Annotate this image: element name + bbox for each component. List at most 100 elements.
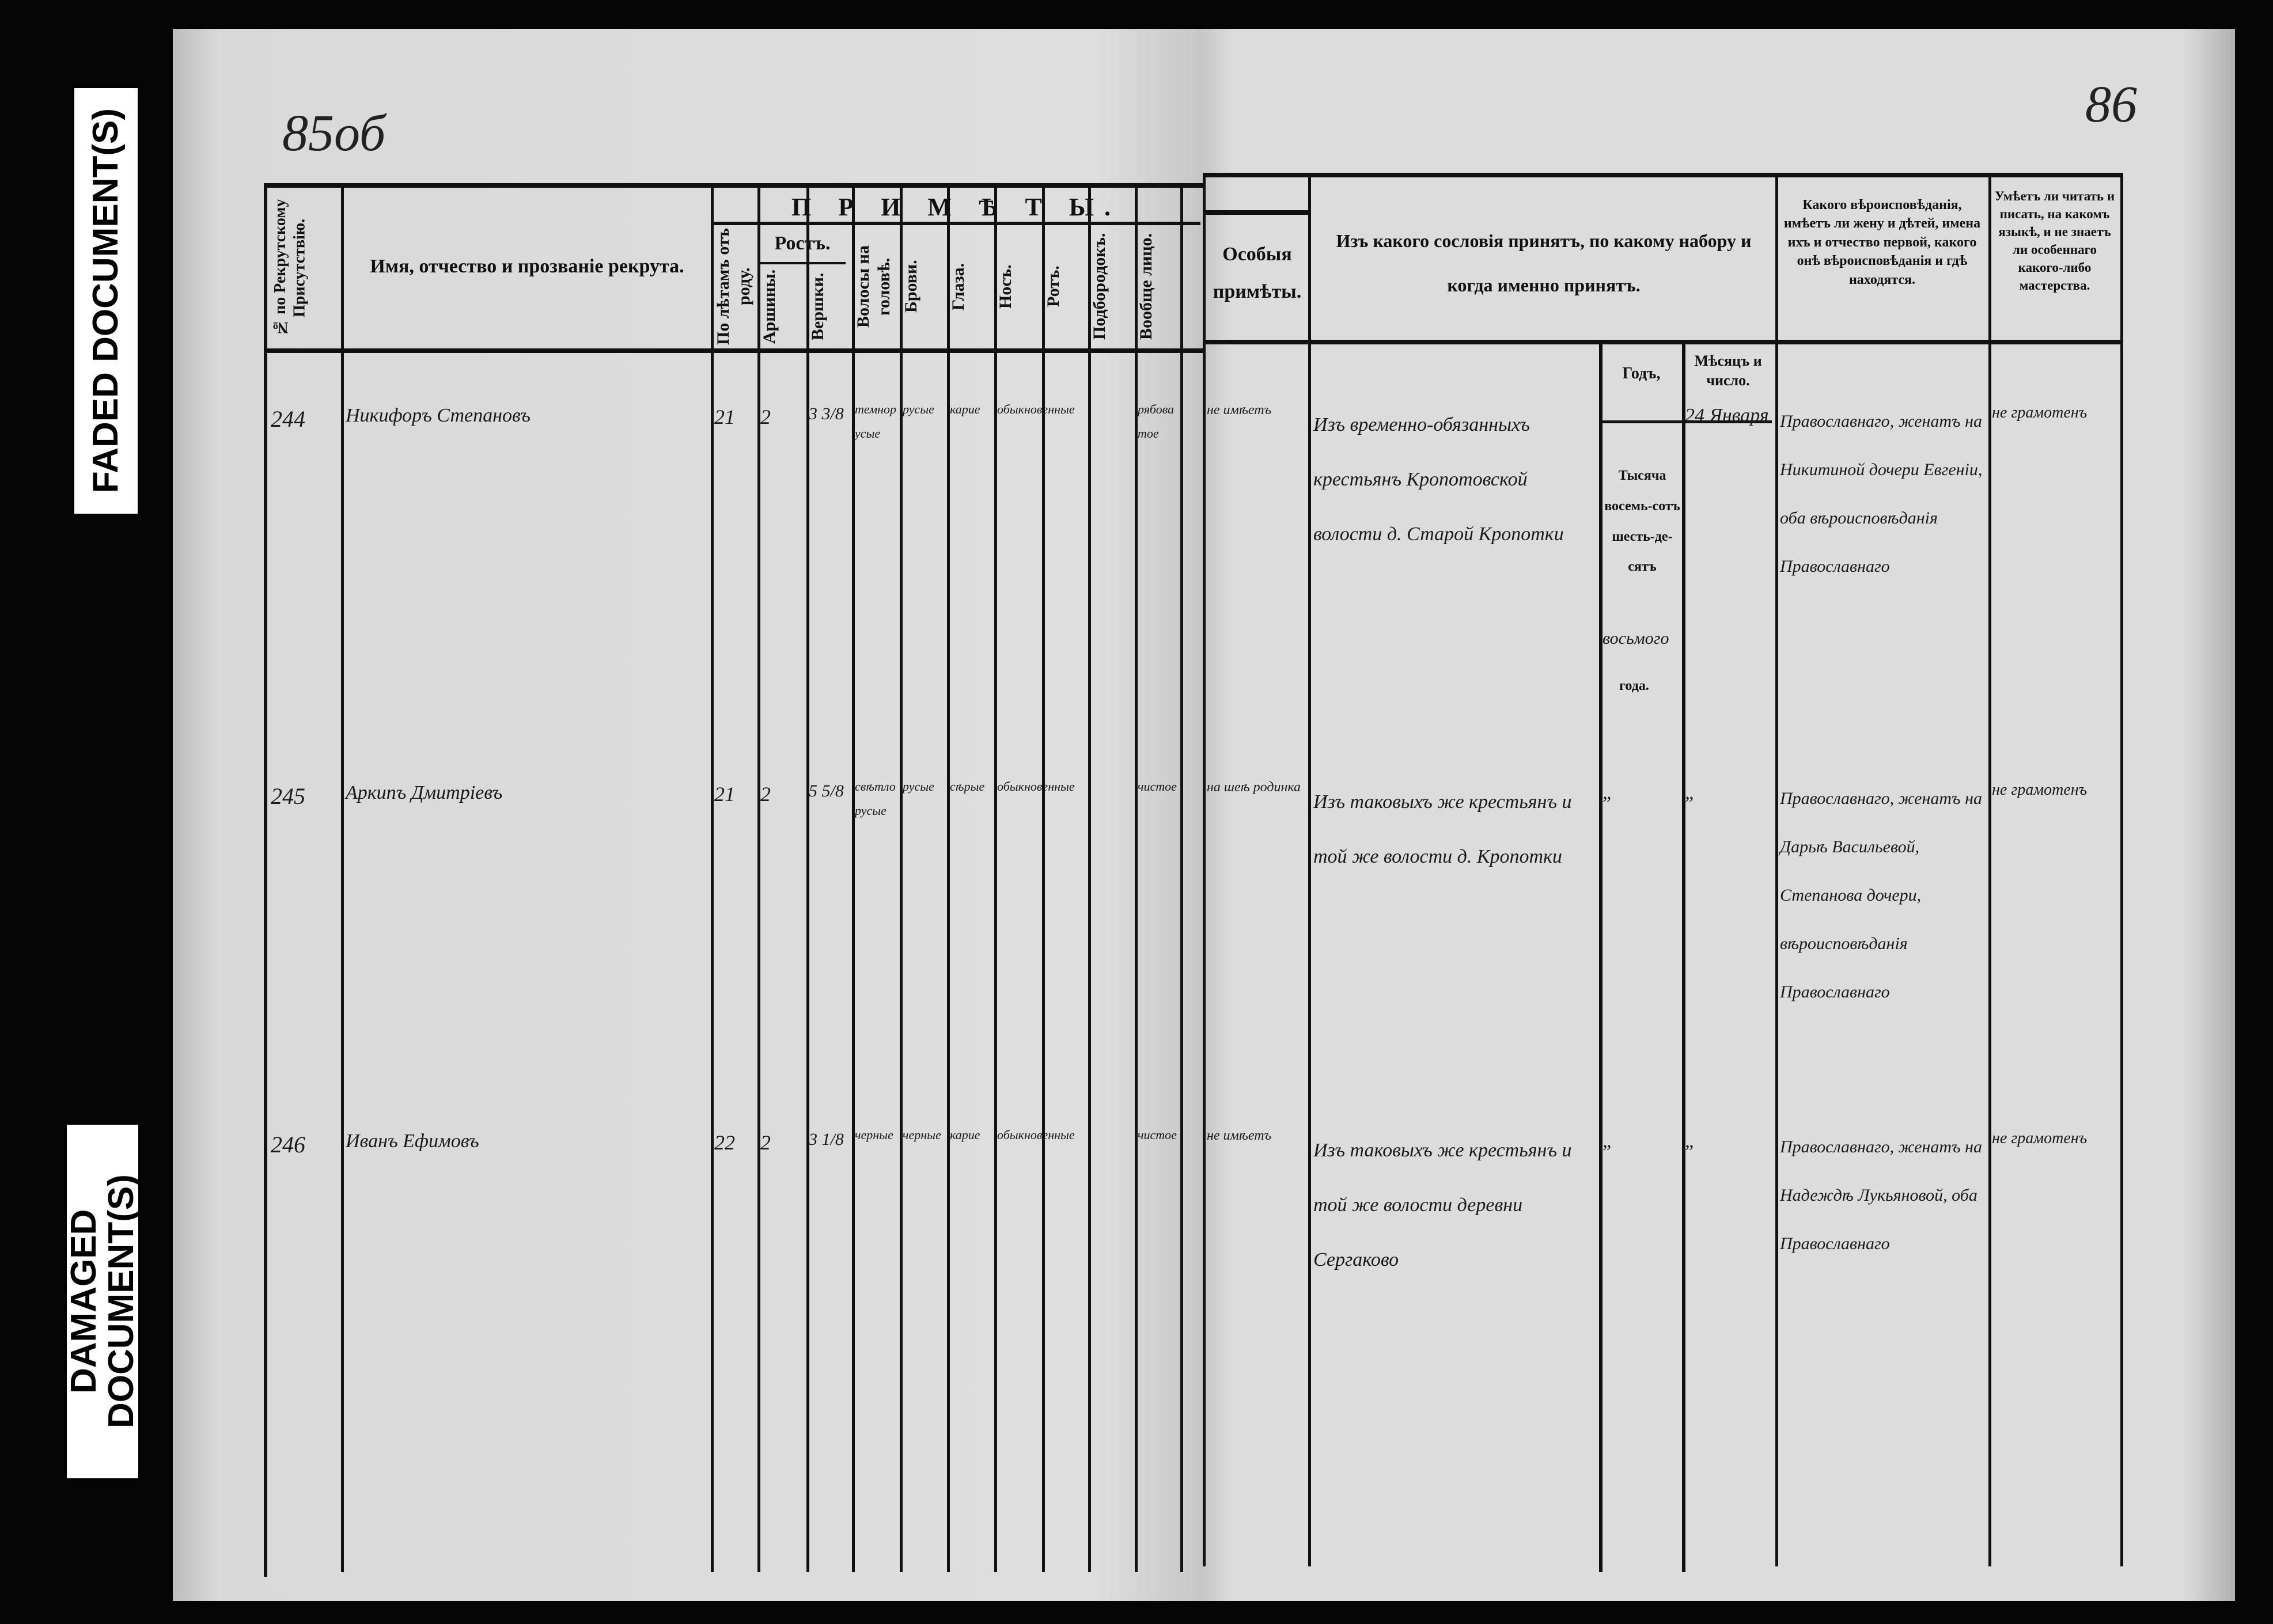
right-page	[1198, 29, 2235, 1601]
cell-nose-mouth: обыкновенные	[997, 779, 1075, 794]
cell-hair: черные	[855, 1128, 893, 1142]
cell-brows: русые	[903, 779, 934, 794]
cell-versh: 5 5/8	[809, 781, 844, 800]
cell-month: 24 Января	[1685, 405, 1769, 426]
cell-literacy: не грамотенъ	[1992, 404, 2088, 422]
header-origin: Изъ какого сословія принятъ, по какому н…	[1336, 230, 1752, 295]
cell-year: „	[1603, 782, 1613, 803]
cell-age: 22	[714, 1131, 735, 1154]
folio-left: 85об	[282, 105, 386, 162]
table-rule	[1775, 173, 1778, 1566]
header-hair: Волосы на головѣ.	[854, 245, 893, 328]
table-rule	[264, 348, 1203, 353]
cell-brows: русые	[903, 402, 934, 416]
table-rule	[264, 183, 267, 1577]
cell-no: 245	[271, 783, 305, 809]
cell-arsh: 2	[760, 1131, 771, 1154]
table-rule	[341, 184, 344, 1572]
cell-face: чистое	[1138, 1128, 1177, 1142]
table-rule	[1135, 184, 1138, 1572]
table-rule	[1988, 173, 1991, 1566]
cell-arsh: 2	[760, 405, 771, 428]
header-literacy: Умѣетъ ли читать и писать, на какомъ язы…	[1994, 189, 2115, 293]
table-rule	[2120, 173, 2123, 1566]
cell-no: 244	[271, 406, 305, 432]
cell-religion: Православнаго, женатъ на Никитиной дочер…	[1780, 412, 1983, 576]
cell-versh: 3 1/8	[809, 1130, 844, 1149]
cell-year: „	[1603, 1130, 1613, 1152]
cell-religion: Православнаго, женатъ на Надеждѣ Лукьяно…	[1780, 1137, 1982, 1253]
header-special: Особыя примѣты.	[1213, 244, 1302, 302]
header-name: Имя, отчество и прозваніе рекрута.	[370, 256, 684, 277]
table-rule	[1088, 184, 1091, 1572]
table-rule	[1599, 420, 1772, 423]
header-eyes: Глаза.	[949, 263, 968, 310]
cell-nose-mouth: обыкновенные	[997, 402, 1075, 416]
cell-literacy: не грамотенъ	[1992, 1129, 2088, 1147]
table-rule	[1203, 173, 1206, 1566]
cell-origin: Изъ таковыхъ же крестьянъ и той же волос…	[1313, 1140, 1572, 1271]
cell-eyes: карие	[950, 1128, 980, 1142]
table-rule	[1682, 340, 1685, 1572]
cell-hair: свѣтлорусые	[855, 779, 896, 818]
cell-age: 21	[714, 783, 735, 806]
cell-origin: Изъ таковыхъ же крестьянъ и той же волос…	[1313, 791, 1572, 868]
year-suffix: года.	[1619, 678, 1649, 693]
header-month: Мѣсяцъ и число.	[1694, 352, 1762, 389]
cell-hair: темнорусые	[855, 402, 897, 441]
header-year: Годъ,	[1622, 365, 1661, 382]
header-nose: Носъ.	[996, 264, 1015, 309]
header-chin: Подбородокъ.	[1090, 233, 1109, 340]
table-rule	[1042, 184, 1045, 1572]
cell-no: 246	[271, 1132, 305, 1158]
cell-special: не имѣетъ	[1207, 403, 1272, 418]
folio-right: 86	[2085, 76, 2137, 133]
cell-brows: черные	[903, 1128, 941, 1142]
table-rule	[757, 184, 760, 1572]
header-face: Вообще лицо.	[1136, 233, 1156, 340]
year-printed: Тысяча восемь-сотъ шесть-де-сятъ	[1604, 468, 1680, 575]
table-rule	[264, 183, 1203, 188]
table-rule	[1203, 210, 1308, 215]
table-rule	[1180, 184, 1183, 1572]
header-brows: Брови.	[901, 260, 920, 313]
header-height: Ростъ.	[774, 233, 831, 254]
faded-document-label: FADED DOCUMENT(S)	[73, 86, 139, 515]
cell-literacy: не грамотенъ	[1992, 781, 2088, 799]
table-rule	[1203, 340, 2122, 344]
table-rule	[900, 184, 903, 1572]
cell-eyes: карие	[950, 402, 980, 416]
header-number: № по Рекрутскому Присутствію.	[271, 199, 309, 337]
cell-face: чистое	[1138, 779, 1177, 794]
cell-month: „	[1685, 1130, 1696, 1152]
cell-religion: Православнаго, женатъ на Дарьѣ Васильево…	[1780, 789, 1982, 1001]
cell-versh: 3 3/8	[809, 404, 844, 423]
table-rule	[759, 262, 846, 264]
table-rule	[947, 184, 950, 1572]
header-primety: П Р И М Ѣ Т Ы.	[791, 193, 1121, 221]
table-rule	[1203, 173, 2122, 177]
table-rule	[994, 184, 997, 1572]
table-rule	[711, 222, 1200, 225]
cell-special: не имѣетъ	[1207, 1128, 1272, 1143]
table-rule	[1599, 340, 1603, 1572]
header-age: По лѣтамъ отъ роду.	[714, 227, 753, 346]
cell-age: 21	[714, 405, 735, 428]
year-handwritten: восьмого	[1603, 629, 1669, 648]
cell-eyes: сѣрые	[950, 779, 985, 794]
cell-origin: Изъ временно-обязанныхъ крестьянъ Кропот…	[1313, 414, 1564, 545]
header-arshiny: Аршины.	[760, 269, 779, 344]
header-mouth: Ротъ.	[1044, 265, 1063, 308]
cell-name: Аркипъ Дмитріевъ	[346, 782, 503, 803]
cell-month: „	[1685, 782, 1696, 803]
table-rule	[806, 184, 809, 1572]
header-religion: Какого вѣроисповѣданія, имѣетъ ли жену и…	[1783, 198, 1981, 287]
cell-arsh: 2	[760, 783, 771, 806]
cell-name: Никифоръ Степановъ	[346, 405, 531, 426]
table-rule	[852, 184, 855, 1572]
header-vershki: Вершки.	[808, 272, 827, 341]
cell-special: на шеѣ родинка	[1207, 780, 1301, 795]
cell-name: Иванъ Ефимовъ	[346, 1130, 479, 1152]
cell-face: рябоватое	[1138, 402, 1175, 441]
cell-nose-mouth: обыкновенные	[997, 1128, 1075, 1142]
